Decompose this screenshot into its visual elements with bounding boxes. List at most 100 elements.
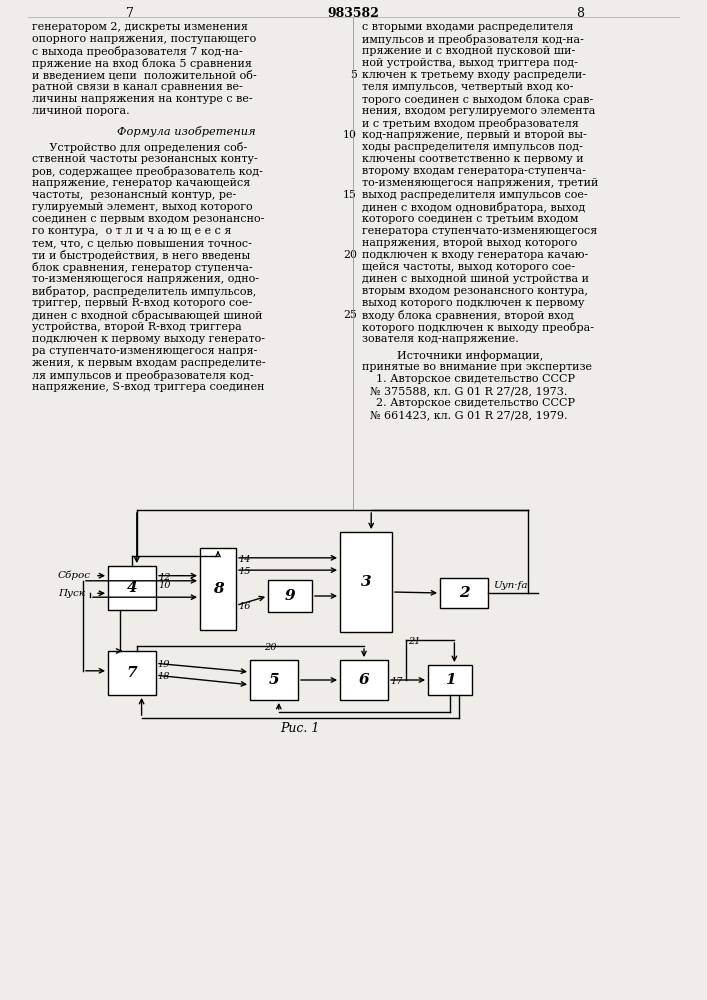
Bar bbox=[340, 532, 392, 632]
Text: 9: 9 bbox=[285, 589, 296, 603]
Text: напряжение, S-вход триггера соединен: напряжение, S-вход триггера соединен bbox=[32, 382, 264, 392]
Text: ти и быстродействия, в него введены: ти и быстродействия, в него введены bbox=[32, 250, 250, 261]
Text: 3: 3 bbox=[361, 575, 371, 589]
Text: 7: 7 bbox=[127, 666, 137, 680]
Text: 19: 19 bbox=[157, 660, 170, 669]
Text: код-напряжение, первый и второй вы-: код-напряжение, первый и второй вы- bbox=[362, 130, 587, 140]
Text: импульсов и преобразователя код-на-: импульсов и преобразователя код-на- bbox=[362, 34, 584, 45]
Text: Uyn·fa: Uyn·fa bbox=[493, 581, 527, 590]
Text: и с третьим входом преобразователя: и с третьим входом преобразователя bbox=[362, 118, 579, 129]
Text: личины напряжения на контуре с ве-: личины напряжения на контуре с ве- bbox=[32, 94, 252, 104]
Text: вторым входом резонансного контура,: вторым входом резонансного контура, bbox=[362, 286, 588, 296]
Text: с выхода преобразователя 7 код-на-: с выхода преобразователя 7 код-на- bbox=[32, 46, 243, 57]
Text: устройства, второй R-вход триггера: устройства, второй R-вход триггера bbox=[32, 322, 242, 332]
Bar bbox=[428, 665, 472, 695]
Text: 16: 16 bbox=[238, 602, 250, 611]
Text: то-изменяющегося напряжения, одно-: то-изменяющегося напряжения, одно- bbox=[32, 274, 259, 284]
Text: пряжение на вход блока 5 сравнения: пряжение на вход блока 5 сравнения bbox=[32, 58, 252, 69]
Text: 10: 10 bbox=[158, 581, 170, 590]
Text: напряжения, второй выход которого: напряжения, второй выход которого bbox=[362, 238, 577, 248]
Bar bbox=[108, 566, 156, 610]
Text: 2: 2 bbox=[459, 586, 469, 600]
Text: частоты,  резонансный контур, ре-: частоты, резонансный контур, ре- bbox=[32, 190, 236, 200]
Text: зователя код-напряжение.: зователя код-напряжение. bbox=[362, 334, 519, 344]
Text: 983582: 983582 bbox=[327, 7, 379, 20]
Text: выход распределителя импульсов сое-: выход распределителя импульсов сое- bbox=[362, 190, 588, 200]
Text: торого соединен с выходом блока срав-: торого соединен с выходом блока срав- bbox=[362, 94, 593, 105]
Text: пряжение и с входной пусковой ши-: пряжение и с входной пусковой ши- bbox=[362, 46, 575, 56]
Text: ров, содержащее преобразователь код-: ров, содержащее преобразователь код- bbox=[32, 166, 263, 177]
Text: 7: 7 bbox=[126, 7, 134, 20]
Text: то-изменяющегося напряжения, третий: то-изменяющегося напряжения, третий bbox=[362, 178, 598, 188]
Text: соединен с первым входом резонансно-: соединен с первым входом резонансно- bbox=[32, 214, 264, 224]
Text: ключен к третьему входу распредели-: ключен к третьему входу распредели- bbox=[362, 70, 586, 80]
Text: 10: 10 bbox=[343, 130, 357, 140]
Text: 6: 6 bbox=[358, 673, 369, 687]
Text: 1. Авторское свидетельство СССР: 1. Авторское свидетельство СССР bbox=[362, 374, 575, 384]
Text: принятые во внимание при экспертизе: принятые во внимание при экспертизе bbox=[362, 362, 592, 372]
Text: ра ступенчато-изменяющегося напря-: ра ступенчато-изменяющегося напря- bbox=[32, 346, 257, 356]
Text: 1: 1 bbox=[445, 673, 455, 687]
Text: № 375588, кл. G 01 R 27/28, 1973.: № 375588, кл. G 01 R 27/28, 1973. bbox=[370, 386, 568, 396]
Text: которого соединен с третьим входом: которого соединен с третьим входом bbox=[362, 214, 578, 224]
Text: 15: 15 bbox=[238, 567, 250, 576]
Text: динен с входом одновибратора, выход: динен с входом одновибратора, выход bbox=[362, 202, 585, 213]
Text: и введением цепи  положительной об-: и введением цепи положительной об- bbox=[32, 70, 257, 81]
Text: 17: 17 bbox=[390, 677, 402, 686]
Text: личиной порога.: личиной порога. bbox=[32, 106, 129, 116]
Text: ля импульсов и преобразователя код-: ля импульсов и преобразователя код- bbox=[32, 370, 254, 381]
Text: го контура,  о т л и ч а ю щ е е с я: го контура, о т л и ч а ю щ е е с я bbox=[32, 226, 231, 236]
Text: 5: 5 bbox=[269, 673, 279, 687]
Text: которого подключен к выходу преобра-: которого подключен к выходу преобра- bbox=[362, 322, 594, 333]
Text: блок сравнения, генератор ступенча-: блок сравнения, генератор ступенча- bbox=[32, 262, 252, 273]
Text: 5: 5 bbox=[350, 70, 357, 80]
Text: гулируемый элемент, выход которого: гулируемый элемент, выход которого bbox=[32, 202, 252, 212]
Text: генератора ступенчато-изменяющегося: генератора ступенчато-изменяющегося bbox=[362, 226, 597, 236]
Text: подключен к первому выходу генерато-: подключен к первому выходу генерато- bbox=[32, 334, 265, 344]
Text: подключен к входу генератора качаю-: подключен к входу генератора качаю- bbox=[362, 250, 588, 260]
Text: ходы распределителя импульсов под-: ходы распределителя импульсов под- bbox=[362, 142, 583, 152]
Text: 4: 4 bbox=[127, 581, 137, 595]
Text: динен с входной сбрасывающей шиной: динен с входной сбрасывающей шиной bbox=[32, 310, 262, 321]
Text: Источники информации,: Источники информации, bbox=[362, 350, 543, 361]
Text: выход которого подключен к первому: выход которого подключен к первому bbox=[362, 298, 585, 308]
Bar bbox=[440, 578, 488, 608]
Bar bbox=[250, 660, 298, 700]
Text: 12: 12 bbox=[158, 573, 170, 582]
Text: Пуск: Пуск bbox=[58, 589, 85, 598]
Text: вибратор, распределитель импульсов,: вибратор, распределитель импульсов, bbox=[32, 286, 256, 297]
Text: 21: 21 bbox=[408, 637, 421, 646]
Text: Формула изобретения: Формула изобретения bbox=[117, 126, 255, 137]
Bar bbox=[268, 580, 312, 612]
Text: 18: 18 bbox=[157, 672, 170, 681]
Text: нения, входом регулируемого элемента: нения, входом регулируемого элемента bbox=[362, 106, 595, 116]
Text: 20: 20 bbox=[264, 643, 277, 652]
Text: 8: 8 bbox=[576, 7, 584, 20]
Text: жения, к первым входам распределите-: жения, к первым входам распределите- bbox=[32, 358, 266, 368]
Text: 14: 14 bbox=[238, 555, 250, 564]
Text: ключены соответственно к первому и: ключены соответственно к первому и bbox=[362, 154, 583, 164]
Text: триггер, первый R-вход которого сое-: триггер, первый R-вход которого сое- bbox=[32, 298, 252, 308]
Text: № 661423, кл. G 01 R 27/28, 1979.: № 661423, кл. G 01 R 27/28, 1979. bbox=[370, 410, 568, 420]
Text: ственной частоты резонансных конту-: ственной частоты резонансных конту- bbox=[32, 154, 258, 164]
Text: динен с выходной шиной устройства и: динен с выходной шиной устройства и bbox=[362, 274, 589, 284]
Text: Рис. 1: Рис. 1 bbox=[280, 722, 320, 735]
Text: входу блока сравнения, второй вход: входу блока сравнения, второй вход bbox=[362, 310, 574, 321]
Text: напряжение, генератор качающейся: напряжение, генератор качающейся bbox=[32, 178, 250, 188]
Text: второму входам генератора-ступенча-: второму входам генератора-ступенча- bbox=[362, 166, 586, 176]
Text: 15: 15 bbox=[343, 190, 357, 200]
Text: тем, что, с целью повышения точнос-: тем, что, с целью повышения точнос- bbox=[32, 238, 252, 248]
Text: щейся частоты, выход которого сое-: щейся частоты, выход которого сое- bbox=[362, 262, 575, 272]
Bar bbox=[108, 651, 156, 695]
Text: 20: 20 bbox=[343, 250, 357, 260]
Text: 2. Авторское свидетельство СССР: 2. Авторское свидетельство СССР bbox=[362, 398, 575, 408]
Text: ной устройства, выход триггера под-: ной устройства, выход триггера под- bbox=[362, 58, 578, 68]
Text: Устройство для определения соб-: Устройство для определения соб- bbox=[32, 142, 247, 153]
Text: Сброс: Сброс bbox=[58, 571, 91, 580]
Text: теля импульсов, четвертый вход ко-: теля импульсов, четвертый вход ко- bbox=[362, 82, 573, 92]
Text: ратной связи в канал сравнения ве-: ратной связи в канал сравнения ве- bbox=[32, 82, 243, 92]
Bar bbox=[200, 548, 236, 630]
Bar bbox=[340, 660, 388, 700]
Text: 25: 25 bbox=[343, 310, 357, 320]
Text: опорного напряжения, поступающего: опорного напряжения, поступающего bbox=[32, 34, 256, 44]
